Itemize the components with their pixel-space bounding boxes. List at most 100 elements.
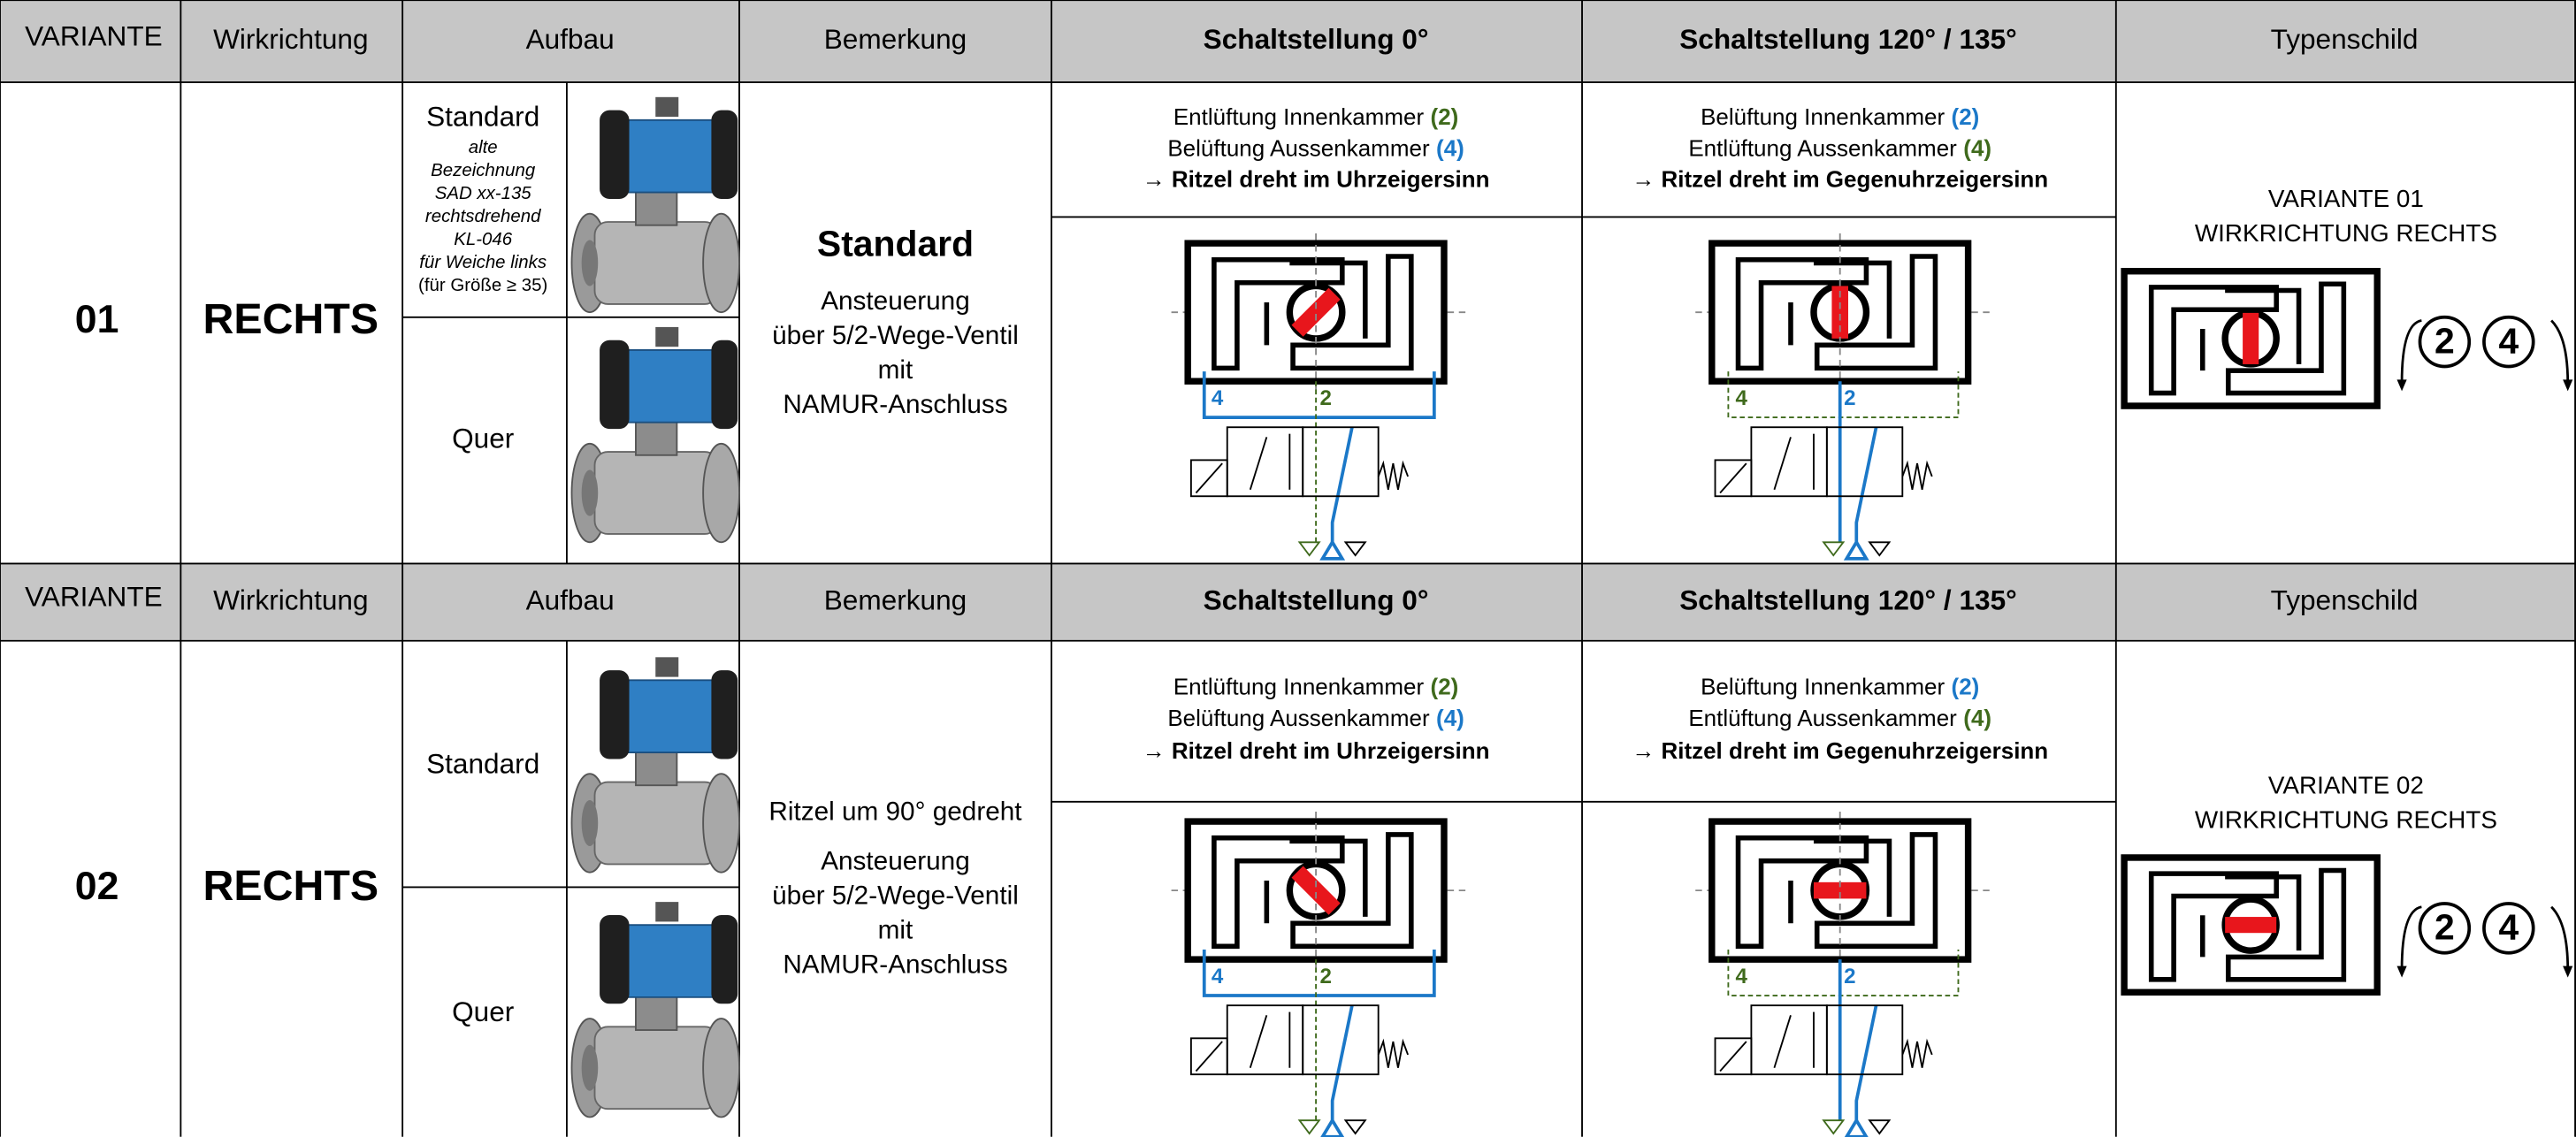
pinion-bar — [2225, 917, 2277, 934]
top-cap — [655, 657, 679, 677]
port-ref: (2) — [1431, 103, 1459, 130]
actuator-symbol — [1708, 818, 1972, 963]
port-label: 4 — [1212, 965, 1224, 988]
port-ref: (2) — [1952, 103, 1980, 130]
state-result: → Ritzel dreht im Uhrzeigersinn — [1143, 165, 1490, 192]
stem — [635, 418, 678, 456]
end-cap — [711, 340, 738, 430]
exhaust — [1868, 1119, 1892, 1135]
bore — [581, 1044, 599, 1091]
header-row — [0, 0, 2576, 83]
plate-text: WIRKRICHTUNG RECHTS — [2195, 219, 2497, 247]
exhaust — [1297, 1119, 1321, 1135]
state-line: Entlüftung Aussenkammer (4) — [1688, 705, 1991, 731]
pinion-bar — [1291, 287, 1341, 337]
port-label: 2 — [1320, 965, 1332, 988]
spring — [1377, 460, 1409, 490]
remark-line: über 5/2-Wege-Ventil — [772, 881, 1019, 910]
actuator-symbol — [2121, 854, 2381, 996]
state-result: → Ritzel dreht im Uhrzeigersinn — [1143, 737, 1490, 764]
mount-label: Standard — [426, 747, 539, 779]
header-cell: VARIANTE — [25, 19, 163, 51]
arrow-head — [2563, 965, 2573, 978]
flow-arrow — [1773, 437, 1792, 491]
exhaust — [1822, 1119, 1846, 1135]
rotation-arrow — [2550, 319, 2570, 384]
state-text: Belüftung Aussenkammer — [1167, 705, 1430, 731]
chamber — [1788, 254, 1938, 371]
valve-pos — [1825, 426, 1904, 498]
valve-pos — [1302, 1004, 1380, 1076]
port-ref: (2) — [1952, 673, 1980, 699]
pinion-bar — [1831, 286, 1849, 339]
mount-label: Standard — [426, 100, 539, 132]
valve-image — [570, 326, 740, 544]
port-circle — [2482, 902, 2535, 955]
port-ref: (4) — [1963, 705, 1991, 731]
port-ref: (4) — [1963, 134, 1991, 161]
spring — [1377, 1038, 1409, 1068]
flange — [702, 773, 740, 874]
mount-note: (für Größe ≥ 35) — [418, 276, 547, 295]
header-cell: Bemerkung — [824, 584, 967, 615]
header-cell: Typenschild — [2271, 584, 2419, 615]
port-ref: (2) — [1431, 673, 1459, 699]
state-text: Entlüftung Innenkammer — [1173, 673, 1425, 699]
top-cap — [655, 902, 679, 922]
flow-arrow — [1249, 437, 1268, 491]
valve-pos — [1825, 1004, 1904, 1076]
spring — [1901, 1038, 1933, 1068]
exhaust — [1868, 541, 1892, 557]
pipe-a — [1727, 371, 1960, 419]
actuator-symbol — [2121, 268, 2381, 409]
actuator-box — [2121, 854, 2381, 996]
flange — [702, 212, 740, 314]
variant-number: 01 — [75, 298, 119, 341]
remark-line: NAMUR-Anschluss — [783, 390, 1007, 419]
header-cell: Wirkrichtung — [213, 584, 368, 615]
solenoid-mark — [1719, 462, 1747, 494]
valve-image — [570, 657, 740, 874]
header-row — [0, 563, 2576, 641]
solenoid-mark — [1195, 462, 1223, 494]
chamber — [1264, 254, 1414, 371]
port-number: 4 — [2498, 907, 2519, 948]
header-cell: Schaltstellung 0° — [1204, 23, 1429, 55]
variant-number: 02 — [75, 865, 119, 908]
state-result: → Ritzel dreht im Gegenuhrzeigersinn — [1632, 165, 2048, 192]
port-label: 2 — [1844, 386, 1855, 410]
port-ref: (4) — [1436, 705, 1464, 731]
rotation-arrow — [2550, 905, 2570, 970]
end-cap — [600, 670, 630, 759]
top-cap — [655, 96, 679, 118]
top-cap — [655, 326, 679, 347]
supply — [1319, 538, 1346, 561]
mount-note: für Weiche links — [419, 253, 547, 272]
port-number: 2 — [2435, 320, 2455, 361]
state-text: Belüftung Innenkammer — [1701, 673, 1945, 699]
port-number: 4 — [2498, 320, 2519, 361]
flange — [702, 442, 740, 544]
mount-note: rechtsdrehend — [425, 207, 541, 226]
end-cap — [600, 110, 630, 199]
mount-note: Bezeichnung — [431, 161, 536, 180]
port-circle — [2482, 315, 2535, 369]
stem — [635, 187, 678, 226]
state-line: Entlüftung Aussenkammer (4) — [1688, 134, 1991, 161]
arrow-head — [2563, 379, 2573, 392]
remark-line: Ansteuerung — [821, 286, 970, 316]
remark-line: mit — [878, 915, 913, 944]
header-cell: Bemerkung — [824, 23, 967, 55]
exhaust — [1343, 1119, 1367, 1135]
remark-line: NAMUR-Anschluss — [783, 950, 1007, 979]
remark-line: über 5/2-Wege-Ventil — [772, 321, 1019, 350]
flange — [702, 1018, 740, 1118]
rotation-arrow — [2400, 905, 2422, 970]
state-line: Belüftung Aussenkammer (4) — [1167, 705, 1464, 731]
header-cell: Aufbau — [526, 584, 615, 615]
state-text: Entlüftung Aussenkammer — [1688, 705, 1957, 731]
state-result: → Ritzel dreht im Gegenuhrzeigersinn — [1632, 737, 2048, 764]
port-label: 4 — [1736, 386, 1748, 410]
port-label: 2 — [1320, 386, 1332, 410]
port-number: 2 — [2435, 907, 2455, 948]
